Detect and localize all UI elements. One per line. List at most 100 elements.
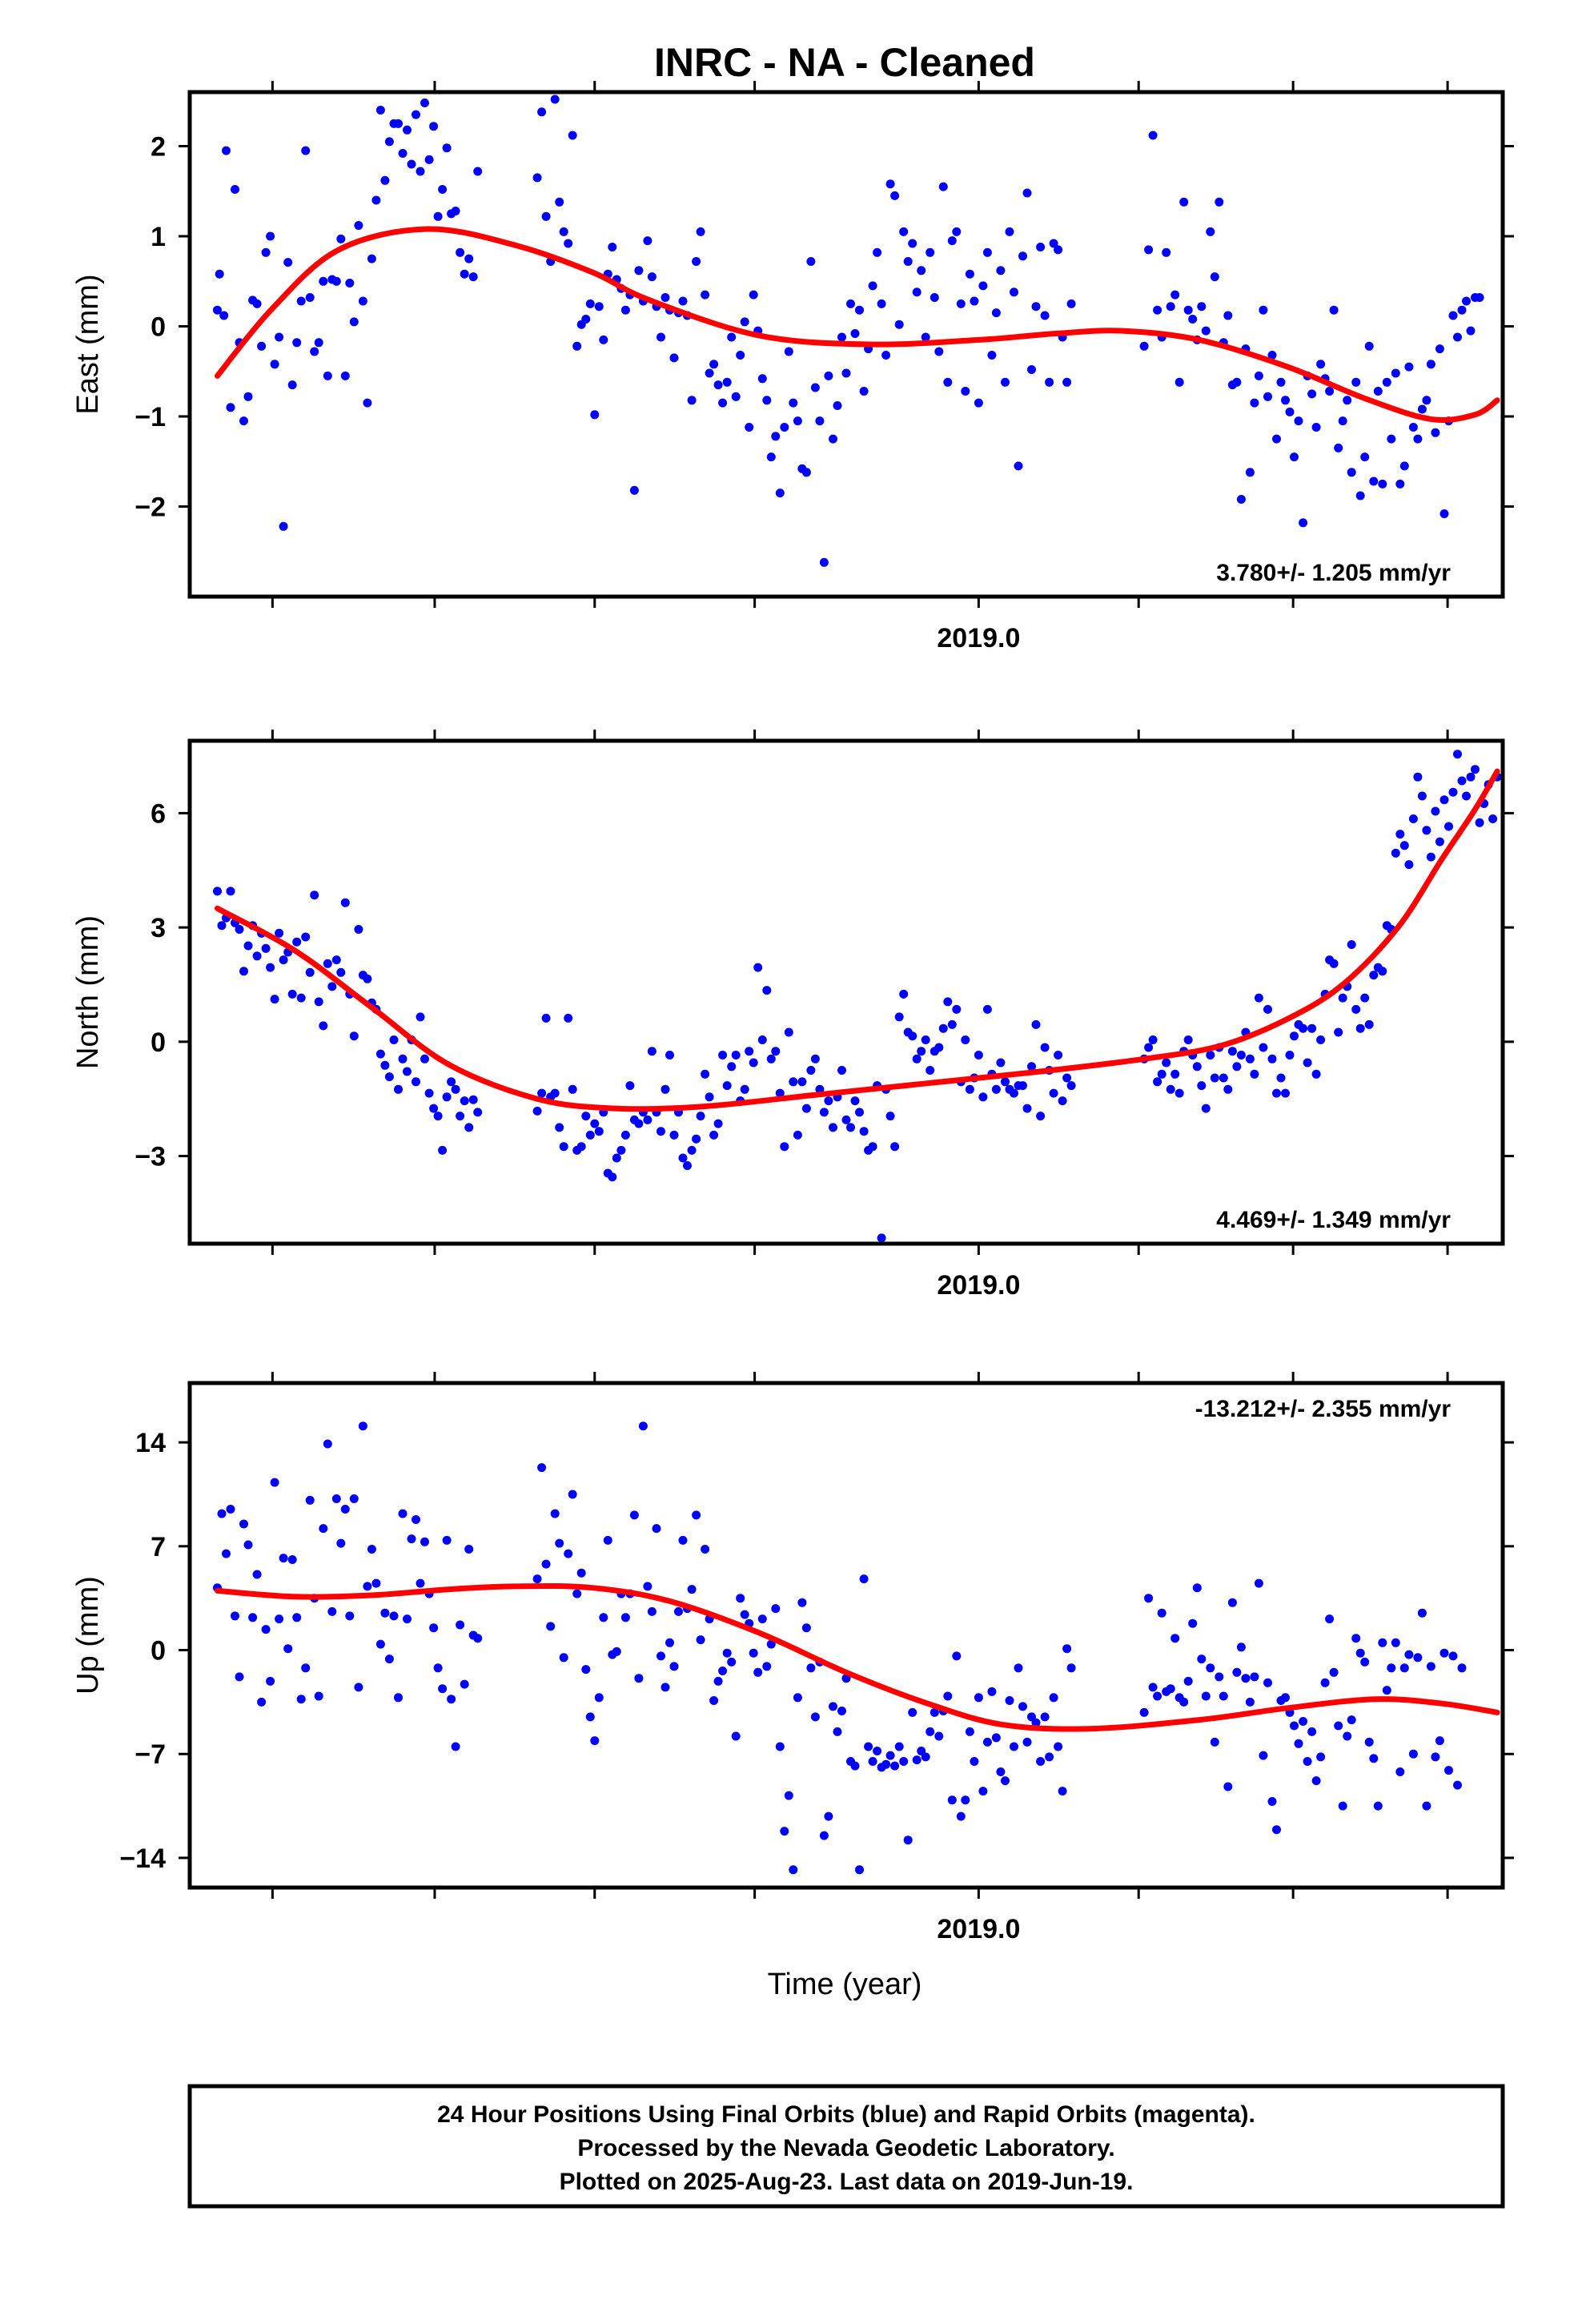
- up-ytick-label: −7: [135, 1739, 166, 1770]
- north-data-point: [1223, 1084, 1233, 1094]
- north-data-point: [1001, 1077, 1010, 1087]
- east-data-point: [846, 299, 855, 308]
- east-data-point: [801, 468, 811, 477]
- east-data-point: [283, 258, 293, 267]
- east-data-point: [1329, 305, 1339, 315]
- north-data-point: [363, 974, 372, 983]
- up-data-point: [590, 1736, 600, 1746]
- north-data-point: [1408, 814, 1418, 823]
- up-frame: [187, 1381, 1505, 1890]
- east-data-point: [345, 279, 355, 287]
- east-data-point: [996, 266, 1006, 275]
- north-data-point: [1426, 852, 1435, 862]
- north-data-point: [701, 1069, 710, 1079]
- north-data-point: [403, 1067, 412, 1076]
- east-data-point: [1391, 368, 1400, 378]
- east-data-point: [384, 137, 394, 147]
- north-data-point: [301, 932, 311, 942]
- east-data-point: [403, 125, 412, 135]
- east-data-point: [669, 353, 679, 363]
- north-data-point: [1245, 1054, 1255, 1063]
- east-data-point: [1236, 495, 1246, 504]
- up-data-point: [890, 1761, 900, 1771]
- up-data-point: [354, 1683, 363, 1692]
- up-data-point: [736, 1594, 745, 1603]
- up-data-point: [464, 1545, 474, 1554]
- north-data-point: [1417, 791, 1427, 801]
- up-data-point: [1281, 1693, 1290, 1703]
- up-data-point: [266, 1676, 275, 1686]
- up-data-point: [987, 1687, 997, 1696]
- east-data-point: [358, 296, 367, 306]
- up-data-point: [1338, 1801, 1347, 1811]
- north-ytick-label: −3: [135, 1142, 166, 1172]
- north-data-point: [226, 887, 235, 896]
- up-data-point: [1022, 1737, 1032, 1747]
- north-data-point: [974, 1051, 983, 1059]
- north-data-point: [965, 1084, 974, 1094]
- north-data-point: [1174, 1088, 1184, 1098]
- north-data-point: [585, 1130, 595, 1140]
- north-data-point: [412, 1077, 420, 1087]
- up-data-point: [1259, 1751, 1268, 1760]
- up-data-point: [859, 1574, 869, 1584]
- east-data-point: [1426, 360, 1435, 369]
- east-data-point: [1422, 396, 1431, 405]
- up-data-point: [380, 1608, 390, 1618]
- up-data-point: [943, 1691, 953, 1701]
- north-data-point: [243, 941, 253, 951]
- east-ytick-label: 1: [151, 222, 166, 252]
- up-data-point: [1329, 1667, 1339, 1677]
- north-data-point: [991, 1084, 1001, 1094]
- north-rate-annotation: 4.469+/- 1.349 mm/yr: [1216, 1207, 1451, 1233]
- east-data-point: [1254, 371, 1263, 380]
- east-data-point: [1049, 239, 1058, 248]
- north-data-point: [275, 928, 284, 938]
- east-data-point: [1343, 396, 1352, 405]
- east-data-point: [793, 416, 802, 426]
- east-data-point: [757, 374, 767, 384]
- east-data-point: [1355, 491, 1365, 501]
- up-data-point: [447, 1695, 456, 1704]
- up-data-point: [996, 1767, 1006, 1776]
- up-data-point: [546, 1622, 556, 1631]
- up-data-point: [363, 1582, 372, 1591]
- east-data-point: [722, 377, 732, 387]
- up-data-point: [643, 1582, 652, 1591]
- up-data-point: [1010, 1742, 1018, 1751]
- east-data-point: [572, 341, 582, 351]
- east-data-point: [438, 185, 448, 194]
- up-data-point: [1241, 1674, 1251, 1683]
- up-data-point: [603, 1535, 612, 1545]
- up-data-point: [296, 1695, 306, 1704]
- up-data-point: [1435, 1736, 1444, 1746]
- up-data-point: [456, 1620, 465, 1630]
- north-data-point: [239, 967, 248, 976]
- up-data-point: [559, 1653, 568, 1663]
- east-data-point: [921, 332, 930, 342]
- north-data-point: [938, 1023, 948, 1033]
- up-data-point: [1245, 1697, 1255, 1707]
- north-data-point: [731, 1051, 741, 1059]
- north-data-point: [899, 989, 909, 999]
- east-data-point: [1036, 243, 1046, 251]
- north-data-point: [1431, 806, 1440, 816]
- east-data-point: [1369, 476, 1379, 486]
- up-data-point: [829, 1702, 837, 1711]
- up-data-point: [1387, 1663, 1396, 1673]
- up-data-point: [1325, 1614, 1335, 1624]
- up-data-point: [819, 1831, 829, 1840]
- east-data-point: [1215, 197, 1224, 207]
- up-data-point: [620, 1613, 630, 1622]
- up-data-point: [283, 1644, 293, 1654]
- east-data-point: [1413, 434, 1423, 444]
- east-data-point: [1338, 416, 1347, 426]
- north-data-point: [468, 1095, 478, 1104]
- up-data-point: [261, 1625, 271, 1634]
- east-data-point: [961, 387, 970, 396]
- north-data-point: [314, 997, 323, 1007]
- up-data-point: [541, 1559, 551, 1569]
- north-data-point: [1166, 1084, 1175, 1094]
- east-data-point: [727, 332, 737, 342]
- north-data-point: [217, 921, 227, 931]
